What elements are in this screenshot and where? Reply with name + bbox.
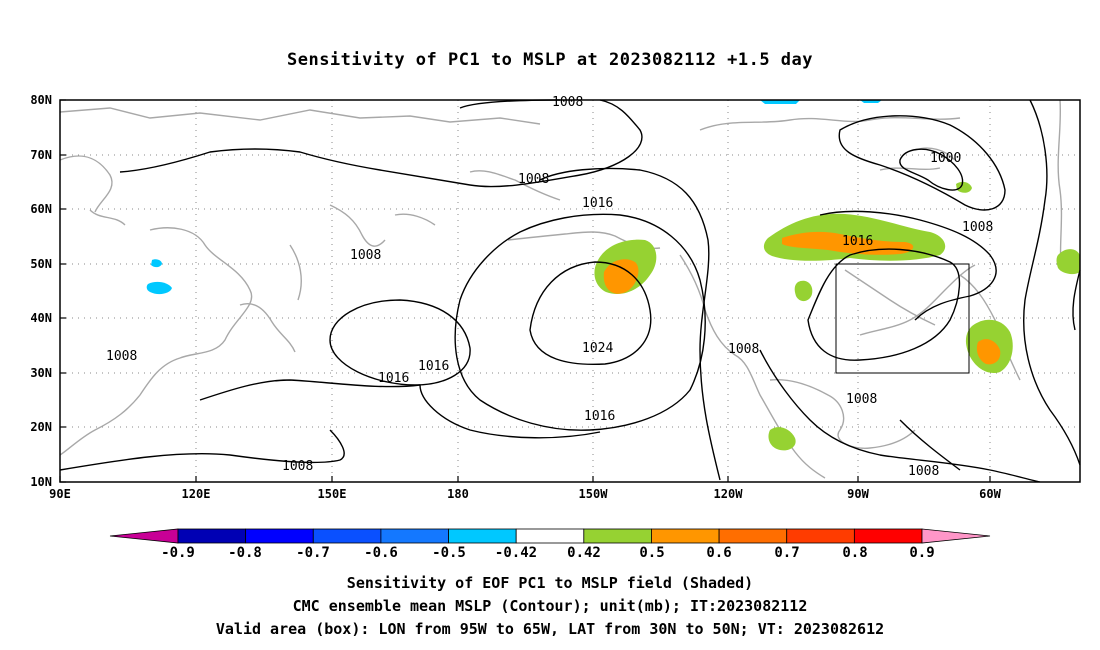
contour-label-1008-north-pacific: 1008 bbox=[518, 172, 549, 187]
lat-label-40n: 40N bbox=[30, 311, 52, 325]
colorbar-low-end bbox=[109, 528, 179, 544]
colorbar-cell bbox=[718, 528, 788, 544]
colorbar-cell bbox=[786, 528, 855, 544]
contour-label-1008-gulf: 1008 bbox=[846, 392, 877, 407]
colorbar-label: 0.7 bbox=[774, 545, 799, 561]
colorbar-cell bbox=[177, 528, 247, 544]
colorbar-label: -0.8 bbox=[228, 545, 262, 561]
contour-label-1008-top: 1008 bbox=[552, 95, 583, 110]
lon-label-60w: 60W bbox=[979, 487, 1001, 501]
contour-label-1016-west: 1016 bbox=[378, 371, 409, 386]
colorbar-high-end bbox=[921, 528, 991, 544]
colorbar-labels: -0.9 -0.8 -0.7 -0.6 -0.5 -0.42 0.42 0.5 … bbox=[161, 545, 935, 561]
contour-label-1008-canada: 1008 bbox=[962, 220, 993, 235]
lat-ticks bbox=[60, 99, 66, 483]
colorbar-label: -0.42 bbox=[495, 545, 537, 561]
colorbar-label: 0.6 bbox=[706, 545, 731, 561]
footer-line-3: Valid area (box): LON from 95W to 65W, L… bbox=[215, 620, 885, 638]
footer-line-2: CMC ensemble mean MSLP (Contour); unit(m… bbox=[292, 597, 808, 615]
lon-labels: 90E 120E 150E 180 150W 120W 90W 60W bbox=[49, 487, 1001, 501]
contour-label-1008-japan: 1008 bbox=[350, 248, 381, 263]
contour-label-1008-caribbean: 1008 bbox=[908, 464, 939, 479]
lon-label-90e: 90E bbox=[49, 487, 71, 501]
colorbar-label: -0.7 bbox=[296, 545, 330, 561]
colorbar-cell bbox=[651, 528, 720, 544]
contour-label-1016-mid: 1016 bbox=[418, 359, 449, 374]
colorbar-cell bbox=[448, 528, 517, 544]
valid-area-box bbox=[835, 263, 970, 374]
map-title: Sensitivity of PC1 to MSLP at 2023082112… bbox=[286, 50, 813, 70]
lon-label-150e: 150E bbox=[318, 487, 347, 501]
colorbar-cell bbox=[583, 528, 652, 544]
contour-label-1008-south: 1008 bbox=[282, 459, 313, 474]
colorbar-label: -0.5 bbox=[432, 545, 466, 561]
contour-label-1024: 1024 bbox=[582, 341, 613, 356]
contour-label-1008-china: 1008 bbox=[106, 349, 137, 364]
lat-label-70n: 70N bbox=[30, 148, 52, 162]
lat-label-10n: 10N bbox=[30, 475, 52, 489]
contour-label-1016-north: 1016 bbox=[582, 196, 613, 211]
lat-label-30n: 30N bbox=[30, 366, 52, 380]
lon-label-150w: 150W bbox=[579, 487, 609, 501]
colorbar-label: 0.8 bbox=[842, 545, 867, 561]
colorbar: -0.9 -0.8 -0.7 -0.6 -0.5 -0.42 0.42 0.5 … bbox=[109, 528, 991, 561]
contour-label-1000: 1000 bbox=[930, 151, 961, 166]
contour-label-1008-west-coast: 1008 bbox=[728, 342, 759, 357]
colorbar-label: -0.6 bbox=[364, 545, 398, 561]
colorbar-cell bbox=[515, 528, 585, 544]
lon-label-90w: 90W bbox=[847, 487, 869, 501]
footer-line-1: Sensitivity of EOF PC1 to MSLP field (Sh… bbox=[346, 574, 754, 592]
contour-labels: 1008 1008 1008 1008 1008 1016 1016 1016 … bbox=[106, 95, 993, 479]
colorbar-cell bbox=[853, 528, 923, 544]
contour-label-1016-south: 1016 bbox=[584, 409, 615, 424]
coastlines bbox=[59, 99, 1063, 479]
lon-label-120e: 120E bbox=[182, 487, 211, 501]
lat-label-60n: 60N bbox=[30, 202, 52, 216]
colorbar-cells bbox=[177, 528, 923, 544]
lat-label-50n: 50N bbox=[30, 257, 52, 271]
lon-label-180: 180 bbox=[447, 487, 469, 501]
colorbar-cell bbox=[312, 528, 382, 544]
gridlines bbox=[60, 100, 1080, 482]
lon-ticks bbox=[59, 476, 991, 482]
map-area: 1008 1008 1008 1008 1008 1016 1016 1016 … bbox=[30, 93, 1081, 501]
colorbar-label: 0.9 bbox=[909, 545, 934, 561]
colorbar-label: 0.5 bbox=[639, 545, 664, 561]
lat-labels: 80N 70N 60N 50N 40N 30N 20N 10N bbox=[30, 93, 52, 489]
colorbar-cell bbox=[245, 528, 314, 544]
colorbar-cell bbox=[380, 528, 449, 544]
map-frame bbox=[59, 99, 1081, 483]
colorbar-label: -0.9 bbox=[161, 545, 195, 561]
colorbar-label: 0.42 bbox=[567, 545, 601, 561]
lat-label-20n: 20N bbox=[30, 420, 52, 434]
lat-label-80n: 80N bbox=[30, 93, 52, 107]
lon-label-120w: 120W bbox=[714, 487, 744, 501]
contour-label-1016-america: 1016 bbox=[842, 234, 873, 249]
